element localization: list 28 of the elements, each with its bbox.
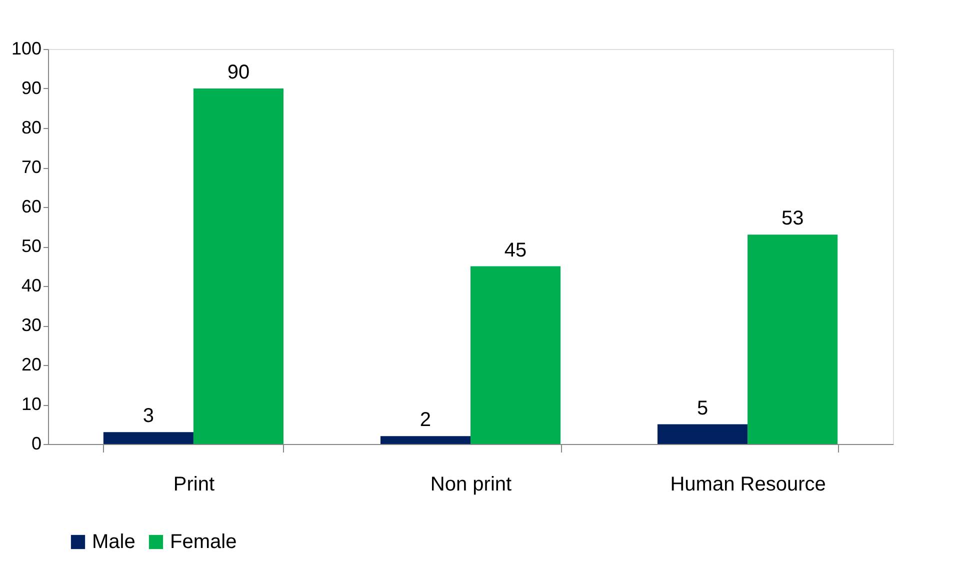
y-tick-label: 10 xyxy=(21,394,42,414)
y-tick-label: 100 xyxy=(11,38,42,58)
data-label: 2 xyxy=(420,409,432,432)
bar xyxy=(103,432,194,444)
bar xyxy=(470,266,561,444)
data-label: 45 xyxy=(504,239,527,262)
y-tick-label: 30 xyxy=(21,315,42,335)
bar xyxy=(380,436,470,444)
legend-label: Male xyxy=(92,531,136,553)
y-tick-label: 0 xyxy=(31,434,42,454)
bar xyxy=(193,88,284,444)
bar xyxy=(748,234,838,444)
data-label: 90 xyxy=(227,62,250,84)
x-tick-label: Non print xyxy=(430,474,512,496)
bar xyxy=(658,424,748,444)
data-label: 3 xyxy=(142,405,154,428)
data-label: 53 xyxy=(781,208,804,230)
y-tick-label: 50 xyxy=(21,236,42,256)
data-label: 5 xyxy=(696,397,708,420)
y-tick-label: 60 xyxy=(21,196,42,216)
y-tick-label: 70 xyxy=(21,157,42,177)
y-tick-label: 40 xyxy=(21,276,42,296)
x-tick-label: Print xyxy=(173,474,215,496)
y-tick-label: 80 xyxy=(21,118,42,138)
y-tick-label: 90 xyxy=(21,78,42,98)
y-tick-label: 20 xyxy=(21,354,42,374)
x-tick-label: Human Resource xyxy=(670,474,826,496)
legend-label: Female xyxy=(170,531,237,553)
